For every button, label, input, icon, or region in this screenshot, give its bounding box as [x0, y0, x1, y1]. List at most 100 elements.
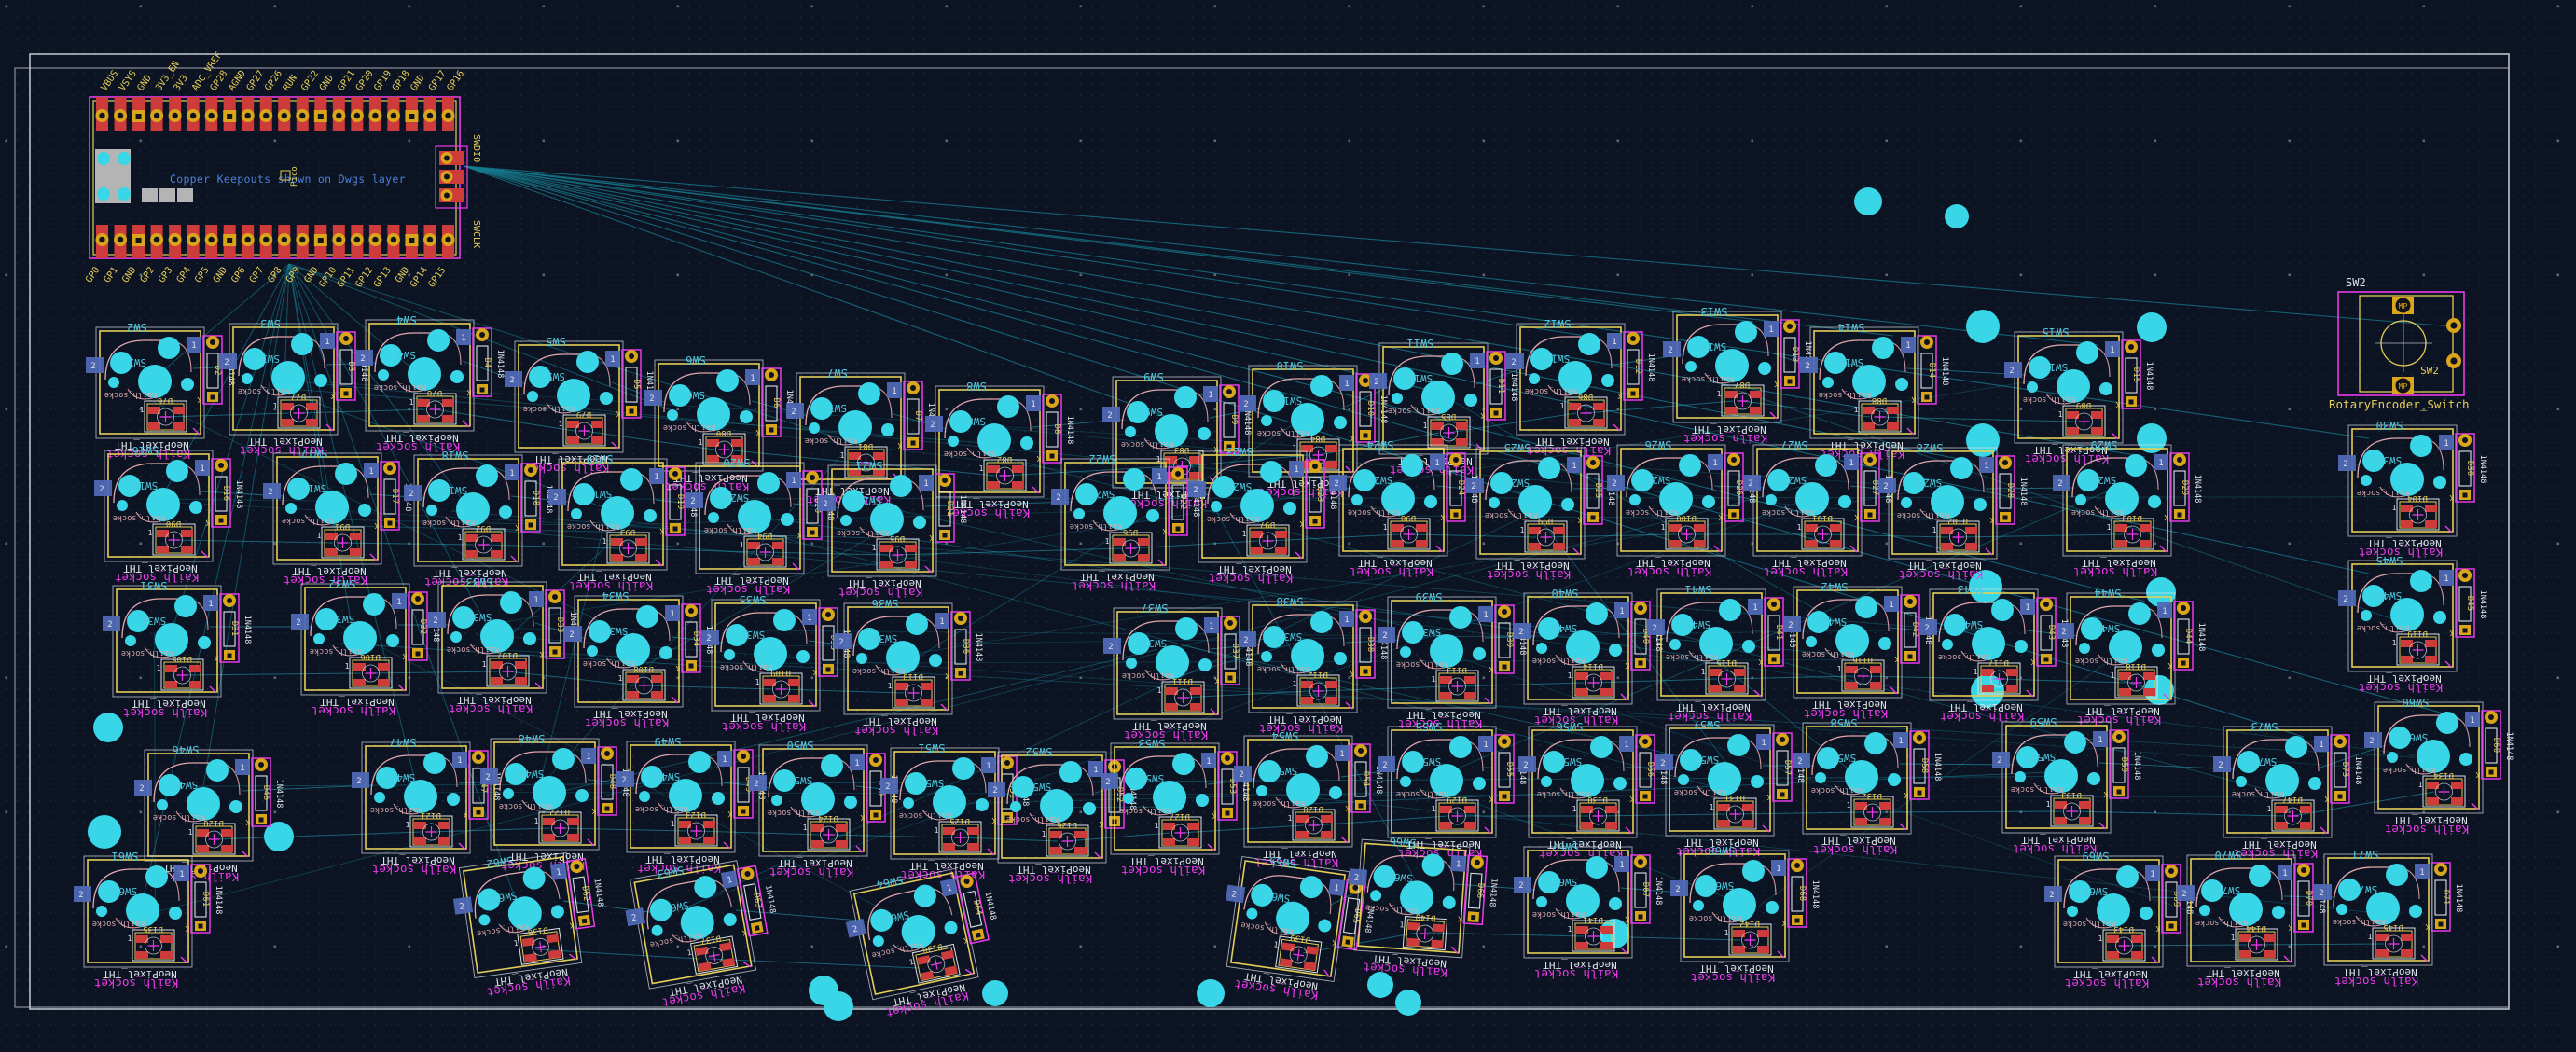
switch-footprint-SW73[interactable]: 2 1 SW73 SW73 Kailh_socke 1 D147 NeoPixel_THTKa… [2213, 720, 2362, 861]
diode-footprint-D29[interactable]: D29 1N4148 K [2164, 452, 2202, 522]
switch-footprint-SW59[interactable]: 2 1 SW59 SW59 Kailh_socke 1 D133 NeoPixel_THTKa… [1992, 715, 2141, 856]
switch-footprint-SW47[interactable]: 2 1 SW47 SW47 Kailh_socke 1 D121 NeoPixel_THTKa… [352, 736, 501, 877]
switch-footprint-SW30[interactable]: 2 1 SW30 SW30 Kailh_socke 1 D104 NeoPixel_THTKa… [2338, 419, 2487, 560]
diode-footprint-D2[interactable]: D2 1N4148 K [197, 335, 235, 405]
switch-footprint-SW57[interactable]: 2 1 SW57 SW57 Kailh_socke 1 D131 NeoPixel_THTKa… [1655, 718, 1805, 859]
diode-footprint-D58[interactable]: D58 1N4148 K [1904, 730, 1942, 800]
diode-footprint-D53[interactable]: D53 1N4148 K [1212, 751, 1250, 821]
diode-footprint-D15[interactable]: D15 1N4148 K [2115, 339, 2154, 409]
switch-footprint-SW19[interactable]: 2 1 SW19 SW19 Kailh_socke 1 D93 NeoPixel_THTKai… [548, 452, 698, 593]
switch-footprint-SW40[interactable]: 2 1 SW40 SW40 Kailh_socke 1 D114 NeoPixel_THTKa… [1514, 587, 1663, 727]
switch-footprint-SW14[interactable]: 21SW14SW14Kailh_socke1D88NeoPixel_THTKai… [1800, 321, 1949, 462]
switch-footprint-SW16[interactable]: 2 1 SW16 SW16 Kailh_socke 1 D90 NeoPixel_THTKai… [94, 444, 243, 585]
switch-footprint-SW20[interactable]: 2 1 SW20 SW20 Kailh_socke 1 D94 NeoPixel_THTKai… [686, 456, 835, 597]
diode-footprint-D28[interactable]: D28 1N4148 K [1989, 455, 2028, 525]
switch-footprint-SW45[interactable]: 2 1 SW45 SW45 Kailh_socke 1 D119 NeoPixel_THTKa… [2338, 554, 2487, 695]
switch-footprint-SW38[interactable]: 2 1 SW38 SW38 Kailh_socke 1 D112 NeoPixel_THTKa… [1239, 595, 1388, 736]
switch-footprint-SW52[interactable]: 21SW52SW52Kailh_socke1D126NeoPixel_THTKa… [988, 745, 1137, 886]
diode-footprint-D68[interactable]: D68 1N4148 K [1781, 858, 1820, 928]
diode-footprint-D60[interactable]: D60 1N4148 K [2475, 710, 2514, 780]
diode-footprint-D38[interactable]: D38 1N4148 K [1350, 609, 1388, 679]
switch-footprint-SW10[interactable]: 2 1 SW10 SW10 Kailh_socke 1 D84 NeoPixel_THTKai… [1239, 359, 1388, 500]
switch-footprint-SW22[interactable]: 2 1 SW22 SW22 Kailh_socke 1 D96 NeoPixel_THTKai… [1051, 452, 1200, 593]
switch-footprint-SW55[interactable]: 21SW55SW55Kailh_socke1D129NeoPixel_THTKa… [1378, 720, 1527, 861]
switch-footprint-SW66[interactable]: 2 1 SW66 SW66 Kailh_socke 1 D140 NeoPixel_THTKa… [1342, 832, 1501, 983]
switch-footprint-SW8[interactable]: 21SW8SW8Kailh_socke1D82NeoPixel_THTKailh… [925, 380, 1074, 520]
switch-footprint-SW28[interactable]: 2 1 SW28 SW28 Kailh_socke 1 D102 NeoPixel_THTKa… [1878, 441, 2028, 582]
switch-footprint-SW53[interactable]: 2 1 SW53 SW53 Kailh_socke 1 D127 NeoPixel_THTKa… [1101, 737, 1250, 878]
diode-footprint-D22[interactable]: D22 1N4148 K [1162, 466, 1200, 536]
switch-footprint-SW24[interactable]: 2 1 SW24 SW24 Kailh_socke 1 D98 NeoPixel_THTKai… [1329, 438, 1478, 579]
diode-footprint-D40[interactable]: D40 1N4148 K [1625, 601, 1663, 671]
diode-footprint-D54[interactable]: D54 1N4148 K [1345, 743, 1383, 813]
switch-footprint-SW68[interactable]: 21SW68SW68Kailh_socke1D142NeoPixel_THTKa… [1670, 844, 1820, 985]
switch-footprint-SW46[interactable]: 21SW46SW46Kailh_socke1D120NeoPixel_THTKa… [134, 743, 284, 884]
switch-footprint-SW54[interactable]: 2 1 SW54 SW54 Kailh_socke 1 D128 NeoPixel_THTKa… [1234, 729, 1383, 870]
diode-footprint-D44[interactable]: D44 1N4148 K [2167, 601, 2206, 671]
diode-footprint-D73[interactable]: D73 1N4148 K [2324, 734, 2362, 804]
switch-footprint-SW69[interactable]: 2 1 SW69 SW69 Kailh_socke 1 D143 NeoPixel_THTKa… [2044, 850, 2194, 990]
switch-footprint-SW12[interactable]: 21SW12SW12Kailh_socke1D86NeoPixel_THTKai… [1506, 317, 1655, 458]
diode-footprint-D67[interactable]: D67 1N4148 K [1625, 854, 1663, 924]
switch-footprint-SW71[interactable]: 2 1 SW71 SW71 Kailh_socke 1 D145 NeoPixel_THTKa… [2314, 848, 2463, 989]
diode-footprint-D4[interactable]: D4 1N4148 K [466, 327, 505, 397]
switch-footprint-SW15[interactable]: 21SW15SW15Kailh_socke1D89NeoPixel_THTKai… [2004, 325, 2154, 466]
switch-footprint-SW48[interactable]: 21SW48SW48Kailh_socke1D122NeoPixel_THTKa… [480, 732, 630, 873]
diode-footprint-D3[interactable]: D3 1N4148 K [330, 331, 368, 401]
switch-footprint-SW67[interactable]: 21SW67SW67Kailh_socke1D141NeoPixel_THTKa… [1514, 840, 1663, 981]
diode-footprint-D5[interactable]: D5 1N4148 K [616, 349, 654, 419]
diode-footprint-D36[interactable]: D36 1N4148 K [945, 611, 983, 681]
diode-footprint-D39[interactable]: D39 1N4148 K [1489, 604, 1527, 674]
switch-footprint-SW29[interactable]: 2 1 SW29 SW29 Kailh_socke 1 D103 NeoPixel_THTKa… [2053, 438, 2202, 579]
switch-footprint-SW39[interactable]: 2 1 SW39 SW39 Kailh_socke 1 D113 NeoPixel_THTKa… [1378, 590, 1527, 731]
switch-footprint-SW36[interactable]: 2 1 SW36 SW36 Kailh_socke 1 D110 NeoPixel_THTKa… [834, 597, 983, 738]
diode-footprint-D21[interactable]: D21 1N4148 K [929, 473, 967, 543]
diode-footprint-D47[interactable]: D47 1N4148 K [463, 750, 501, 820]
diode-footprint-D23[interactable]: D23 1N4148 K [1299, 459, 1337, 529]
switch-footprint-SW21[interactable]: 2 1 SW21 SW21 Kailh_socke 1 D95 NeoPixel_THTKai… [818, 459, 967, 600]
diode-footprint-D59[interactable]: D59 1N4148 K [2103, 729, 2141, 799]
switch-footprint-SW3[interactable]: 2 1 SW3 SW3 Kailh_socke 1 D77 NeoPixel_THTKailh… [219, 317, 368, 458]
switch-footprint-SW2[interactable]: 21SW2SW2Kailh_socke1D76NeoPixel_THTKailh… [86, 321, 235, 462]
diode-footprint-D8[interactable]: D8 1N4148 K [1036, 394, 1074, 464]
switch-footprint-SW56[interactable]: 2 1 SW56 SW56 Kailh_socke 1 D130 NeoPixel_THTKa… [1518, 720, 1668, 861]
diode-footprint-D45[interactable]: D45 1N4148 K [2449, 568, 2487, 638]
rotary-encoder-footprint[interactable]: MP MP SW2 SW2 RotaryEncoder_Switch [2329, 276, 2470, 411]
switch-footprint-SW25[interactable]: 2 1 SW25 SW25 Kailh_socke 1 D99 NeoPixel_THTKai… [1466, 441, 1615, 582]
switch-footprint-SW60[interactable]: 2 1 SW60 SW60 Kailh_socke 1 D134 NeoPixel_THTKa… [2364, 696, 2514, 837]
diode-footprint-D71[interactable]: D71 1N4148 K [2425, 862, 2463, 932]
diode-footprint-D37[interactable]: D37 1N4148 K [1214, 616, 1253, 685]
switch-footprint-SW50[interactable]: 2 1 SW50 SW50 Kailh_socke 1 D124 NeoPixel_THTKa… [749, 739, 898, 879]
switch-footprint-SW61[interactable]: 2 1 SW61 SW61 Kailh_socke 1 D135 NeoPixel_THTKa… [74, 850, 223, 990]
switch-footprint-SW35[interactable]: 2 1 SW35 SW35 Kailh_socke 1 D109 NeoPixel_THTKa… [701, 593, 851, 734]
switch-footprint-SW37[interactable]: 2 1 SW37 SW37 Kailh_socke 1 D111 NeoPixel_THTKa… [1103, 602, 1253, 742]
switch-footprint-SW58[interactable]: 2 1 SW58 SW58 Kailh_socke 1 D132 NeoPixel_THTKa… [1793, 716, 1942, 857]
diode-footprint-D9[interactable]: D9 1N4148 K [1213, 384, 1252, 454]
switch-footprint-SW26[interactable]: 2 1 SW26 SW26 Kailh_socke 1 D100 NeoPixel_THTKa… [1607, 438, 1756, 579]
diode-footprint-D30[interactable]: D30 1N4148 K [2449, 433, 2487, 503]
diode-footprint-D16[interactable]: D16 1N4148 K [205, 458, 243, 528]
diode-footprint-D25[interactable]: D25 1N4148 K [1577, 455, 1615, 525]
diode-footprint-D61[interactable]: D61 1N4148 K [185, 864, 223, 934]
diode-footprint-D12[interactable]: D12 1N4148 K [1617, 331, 1655, 401]
switch-footprint-SW27[interactable]: 2 1 SW27 SW27 Kailh_socke 1 D101 NeoPixel_THTKa… [1743, 438, 1892, 579]
switch-footprint-SW41[interactable]: 2 1 SW41 SW41 Kailh_socke 1 D115 NeoPixel_THTKa… [1647, 583, 1796, 724]
switch-footprint-SW23[interactable]: 2 1 SW23 SW23 Kailh_socke 1 D97 NeoPixel_THTKai… [1188, 445, 1337, 586]
switch-footprint-SW5[interactable]: 21SW5SW5Kailh_socke1D79NeoPixel_THTKailh… [505, 335, 654, 476]
diode-footprint-D41[interactable]: D41 1N4148 K [1758, 597, 1796, 667]
diode-footprint-D31[interactable]: D31 1N4148 K [214, 593, 252, 663]
switch-footprint-SW44[interactable]: 2 1 SW44 SW44 Kailh_socke 1 D118 NeoPixel_THTKa… [2057, 587, 2206, 727]
switch-footprint-SW70[interactable]: 21SW70SW70Kailh_socke1D144NeoPixel_THTKa… [2177, 849, 2326, 990]
diode-footprint-D13[interactable]: D13 1N4148 K [1774, 319, 1812, 389]
diode-footprint-D11[interactable]: D11 1N4148 K [1480, 351, 1518, 421]
diode-footprint-D62[interactable]: D62 1N4148 K [561, 857, 607, 930]
switch-footprint-SW13[interactable]: 2 1 SW13 SW13 Kailh_socke 1 D87 NeoPixel_THTKai… [1663, 305, 1812, 446]
diode-footprint-D66[interactable]: D66 1N4148 K [1458, 854, 1501, 926]
diode-footprint-D46[interactable]: D46 1N4148 K [245, 757, 284, 827]
diode-footprint-D14[interactable]: D14 1N4148 K [1911, 335, 1949, 405]
switch-footprint-SW31[interactable]: 2 1 SW31 SW31 Kailh_socke 1 D105 NeoPixel_THTKa… [103, 579, 252, 720]
switch-footprint-SW4[interactable]: 2 1 SW4 SW4 Kailh_socke 1 D78 NeoPixel_THTKailh… [355, 313, 505, 454]
